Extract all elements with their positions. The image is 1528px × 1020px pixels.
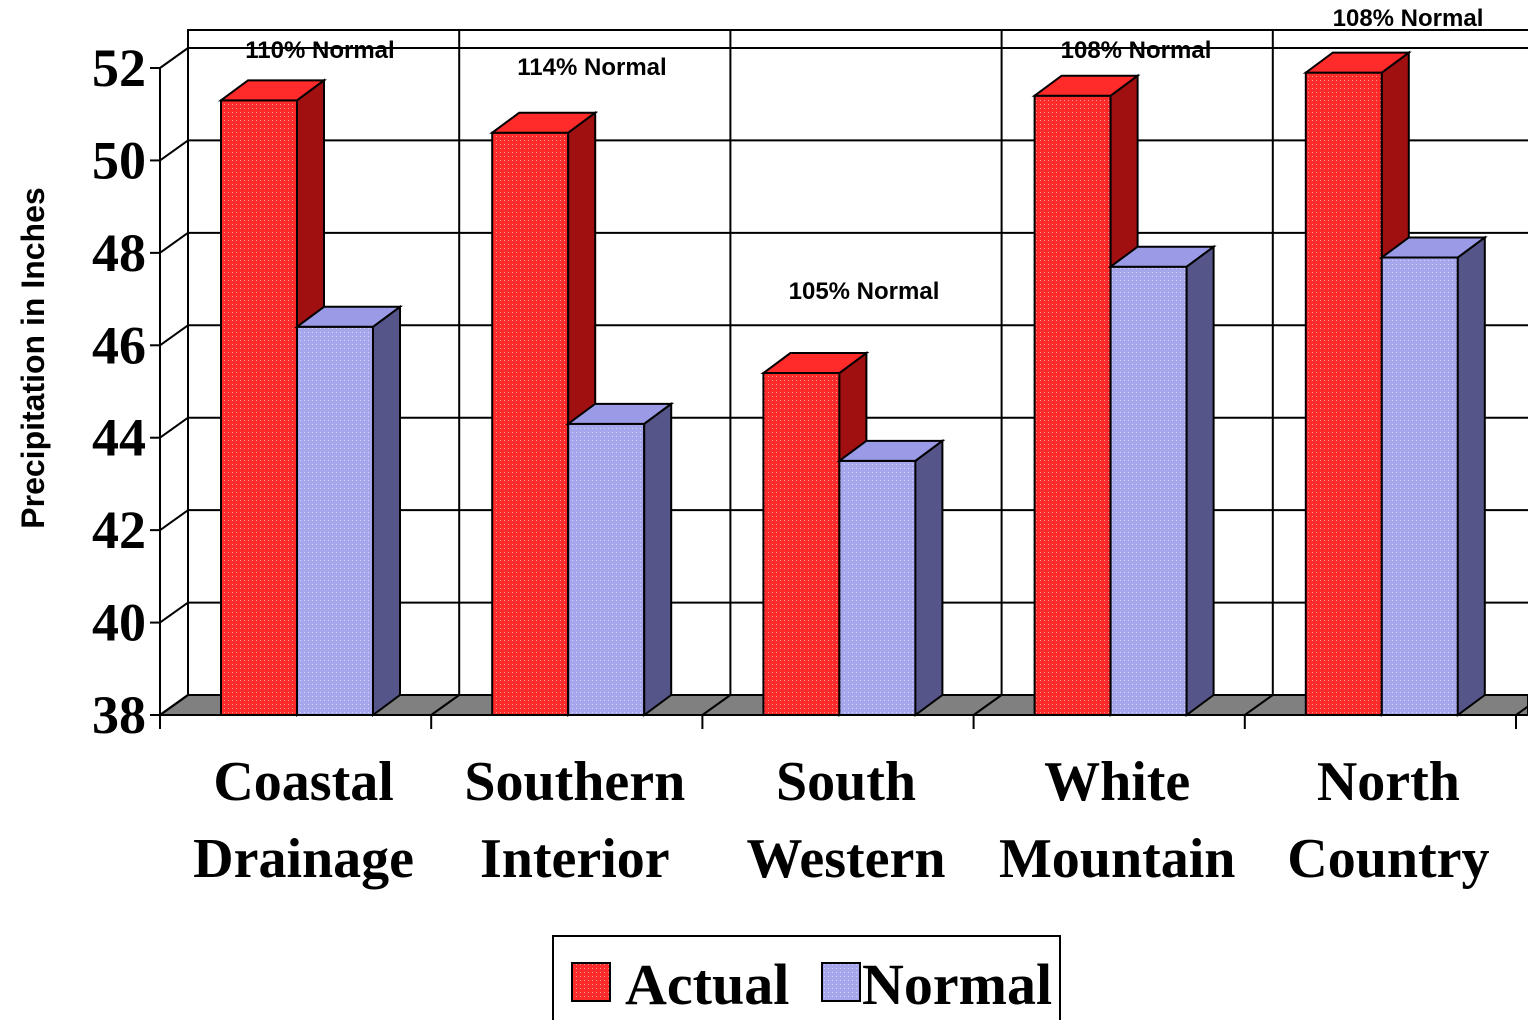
bar-normal-side	[1185, 244, 1215, 717]
category-label: Western	[746, 828, 945, 890]
floor-divider	[701, 694, 731, 716]
y-tick-label: 46	[92, 315, 146, 375]
gridline-side	[159, 416, 189, 439]
legend-swatch-normal	[821, 962, 861, 1002]
bar-normal-3	[1107, 244, 1217, 717]
bar-actual-0	[217, 78, 328, 717]
bar-actual-top	[217, 79, 328, 102]
category-label: Country	[1287, 828, 1489, 890]
category-label: Mountain	[999, 828, 1236, 890]
bar-actual-front	[762, 372, 841, 716]
bar-normal-front	[567, 422, 646, 716]
legend-swatch-actual	[571, 962, 611, 1002]
legend-label-normal: Normal	[862, 952, 1052, 1017]
bar-normal-0	[293, 304, 404, 717]
bar-actual-front	[1033, 94, 1112, 716]
category-label: Drainage	[193, 828, 414, 890]
category-label: Southern	[464, 751, 685, 813]
bar-normal-top	[1107, 245, 1217, 268]
bar-normal-side	[914, 438, 944, 717]
gridline-side	[159, 232, 189, 254]
legend-label-actual: Actual	[625, 952, 789, 1017]
legend: Actual Normal	[552, 935, 1061, 1020]
gridline-side	[159, 139, 189, 162]
y-axis-label: Precipitation in Inches	[15, 187, 51, 528]
gridline-side	[159, 601, 189, 624]
axes	[150, 67, 1528, 729]
y-tick-label: 50	[92, 130, 146, 190]
floor-divider	[1515, 705, 1528, 716]
bar-normal-front	[296, 325, 374, 716]
floor-divider	[430, 694, 460, 716]
y-tick-label: 38	[92, 685, 146, 745]
bar-normal-side	[372, 304, 401, 717]
bar-actual-top	[489, 111, 599, 134]
annotation-label: 114% Normal	[517, 54, 666, 81]
bar-actual-top	[760, 352, 870, 375]
bars	[217, 50, 1488, 717]
floor-divider	[159, 694, 189, 716]
bar-normal-front	[1109, 265, 1188, 716]
y-tick-label: 44	[92, 408, 146, 468]
bar-normal-side	[643, 401, 673, 717]
bar-actual-top	[1031, 74, 1141, 97]
y-tick-label: 40	[92, 593, 146, 653]
bar-normal-top	[565, 402, 675, 425]
bar-normal-4	[1378, 235, 1488, 717]
annotation-label: 110% Normal	[245, 37, 394, 64]
bar-normal-front	[838, 459, 917, 717]
bar-normal-top	[836, 439, 946, 462]
y-tick-label: 52	[92, 38, 146, 98]
bar-normal-top	[293, 305, 404, 328]
gridline-side	[159, 509, 189, 531]
annotation-label: 108% Normal	[1061, 37, 1212, 64]
category-label: South	[776, 751, 916, 813]
bar-actual-front	[220, 99, 298, 717]
labels: Precipitation in Inches 52 50 48 46 44 42 40 38…	[15, 5, 1490, 890]
floor-divider	[973, 694, 1003, 716]
annotation-label: 108% Normal	[1333, 5, 1484, 32]
category-label: North	[1317, 751, 1460, 813]
category-label: Coastal	[213, 751, 393, 813]
bar-actual-front	[1304, 71, 1383, 717]
bar-normal-2	[836, 438, 946, 717]
legend-box	[552, 935, 1061, 1020]
category-label: Interior	[480, 828, 670, 890]
bar-normal-side	[1456, 235, 1486, 717]
bar-normal-1	[565, 401, 675, 717]
floor-divider	[1244, 694, 1274, 716]
bar-normal-front	[1380, 256, 1459, 716]
gridline-side	[159, 47, 189, 69]
bar-actual-top	[1302, 51, 1412, 74]
y-tick-label: 48	[92, 223, 146, 283]
annotation-label: 105% Normal	[789, 278, 940, 305]
bar-normal-top	[1378, 236, 1488, 259]
category-label: White	[1044, 751, 1190, 813]
bar-actual-front	[491, 131, 570, 716]
y-tick-label: 42	[92, 500, 146, 560]
gridline-side	[159, 324, 189, 347]
